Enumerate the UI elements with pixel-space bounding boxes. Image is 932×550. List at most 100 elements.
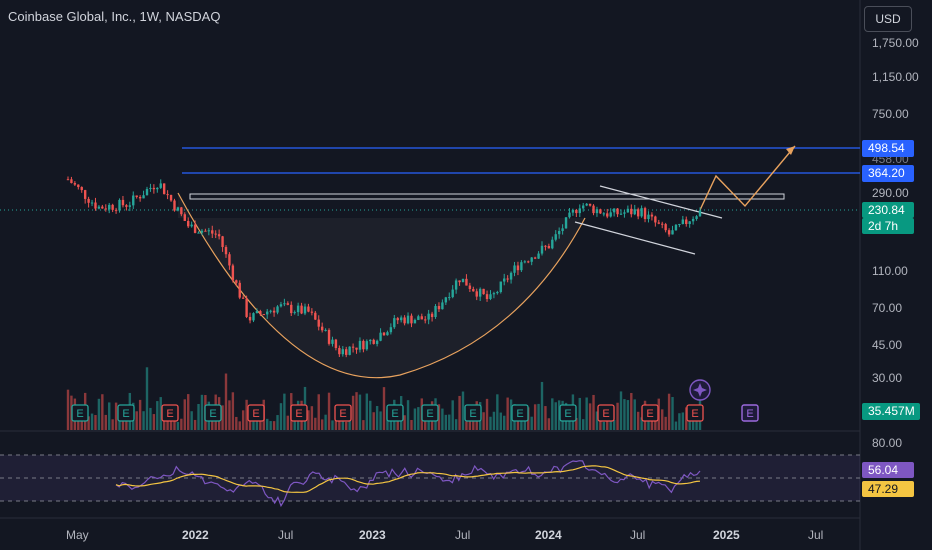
candle-body (561, 228, 564, 232)
candle-body (286, 303, 290, 305)
candle-body (379, 332, 382, 341)
volume-bar (180, 418, 183, 430)
volume-bar (231, 392, 235, 430)
candle-body (375, 340, 379, 344)
candle-body (458, 280, 461, 283)
candle-body (424, 319, 427, 321)
candle-body (606, 213, 609, 217)
candle-body (262, 314, 265, 316)
candle-body (66, 179, 70, 181)
candle-body (324, 329, 327, 331)
volume-bar (108, 402, 111, 430)
volume-bar (293, 417, 296, 430)
earnings-marker (71, 404, 89, 422)
candle-body (125, 205, 128, 207)
candle-body (516, 265, 520, 271)
earnings-letter: E (252, 408, 259, 420)
x-tick: Jul (455, 528, 471, 542)
volume-bar (557, 400, 561, 430)
volume-bar (482, 412, 485, 430)
projection-arrow-icon (786, 146, 795, 155)
upcoming-earnings-icon[interactable] (741, 404, 759, 422)
countdown-tag: 2d 7h (862, 218, 914, 234)
candle-body (156, 187, 159, 190)
candle-body (228, 254, 231, 266)
flag-lower-line[interactable] (574, 221, 696, 255)
volume-bar (588, 403, 592, 430)
currency-button[interactable]: USD (864, 6, 912, 32)
candle-body (406, 315, 410, 324)
candle-body (403, 317, 406, 324)
volume-bar (609, 417, 612, 430)
volume-bar (241, 410, 245, 430)
volume-bar (358, 394, 362, 430)
volume-bar (678, 413, 681, 430)
volume-bar (138, 399, 142, 430)
rsi-ma-line (115, 465, 701, 493)
volume-bar (623, 399, 626, 430)
candle-body (204, 230, 207, 232)
volume-bar (685, 407, 688, 430)
volume-bar (451, 400, 454, 430)
candle-body (90, 202, 94, 204)
candle-body (80, 187, 83, 191)
candle-body (114, 209, 118, 211)
volume-bar (235, 416, 238, 430)
volume-bar (375, 406, 379, 430)
candle-body (334, 339, 338, 348)
volume-bar (547, 418, 551, 430)
candle-body (513, 265, 516, 273)
volume-bar (612, 419, 616, 430)
volume-bar (351, 395, 355, 430)
earnings-letter: E (516, 408, 523, 420)
candle-body (434, 306, 437, 318)
candle-body (506, 278, 509, 280)
volume-bar (667, 393, 671, 430)
earnings-letter: E (564, 408, 571, 420)
candle-body (382, 332, 386, 336)
volume-bar (87, 416, 90, 430)
volume-bar (183, 399, 186, 430)
candle-body (197, 232, 200, 234)
projection-path[interactable] (699, 145, 796, 211)
volume-bar (671, 397, 674, 430)
candle-body (128, 205, 132, 207)
volume-bar (149, 407, 152, 430)
candle-body (386, 332, 389, 336)
volume-bar (533, 404, 537, 430)
candle-body (636, 209, 640, 217)
candle-body (348, 346, 351, 355)
volume-bar (636, 411, 640, 430)
earnings-marker (597, 404, 615, 422)
upcoming-earnings-letter: E (746, 408, 753, 420)
earnings-marker (247, 404, 265, 422)
candle-body (582, 205, 585, 209)
volume-bar (286, 415, 290, 430)
volume-bar (410, 419, 413, 430)
candle-body (355, 347, 358, 350)
price-tick: 70.00 (872, 301, 903, 315)
volume-bar (444, 414, 448, 430)
volume-bar (159, 397, 162, 430)
resistance-zone[interactable] (189, 193, 785, 200)
candle-body (217, 234, 221, 237)
volume-bar (324, 414, 327, 430)
volume-bar (145, 367, 149, 430)
candle-body (393, 318, 396, 328)
volume-bar (595, 411, 599, 430)
volume-bar (530, 416, 533, 430)
candle-body (252, 313, 255, 321)
volume-bar (355, 392, 358, 430)
earnings-marker (334, 404, 352, 422)
candle-body (314, 312, 317, 320)
candle-body (176, 207, 180, 211)
candle-body (465, 278, 468, 286)
volume-bar (619, 391, 623, 430)
price-tick: 110.00 (872, 264, 908, 278)
candle-body (664, 224, 667, 231)
candle-body (145, 189, 149, 196)
volume-bar (575, 417, 578, 430)
candle-body (691, 218, 695, 222)
flag-upper-line[interactable] (599, 185, 723, 219)
